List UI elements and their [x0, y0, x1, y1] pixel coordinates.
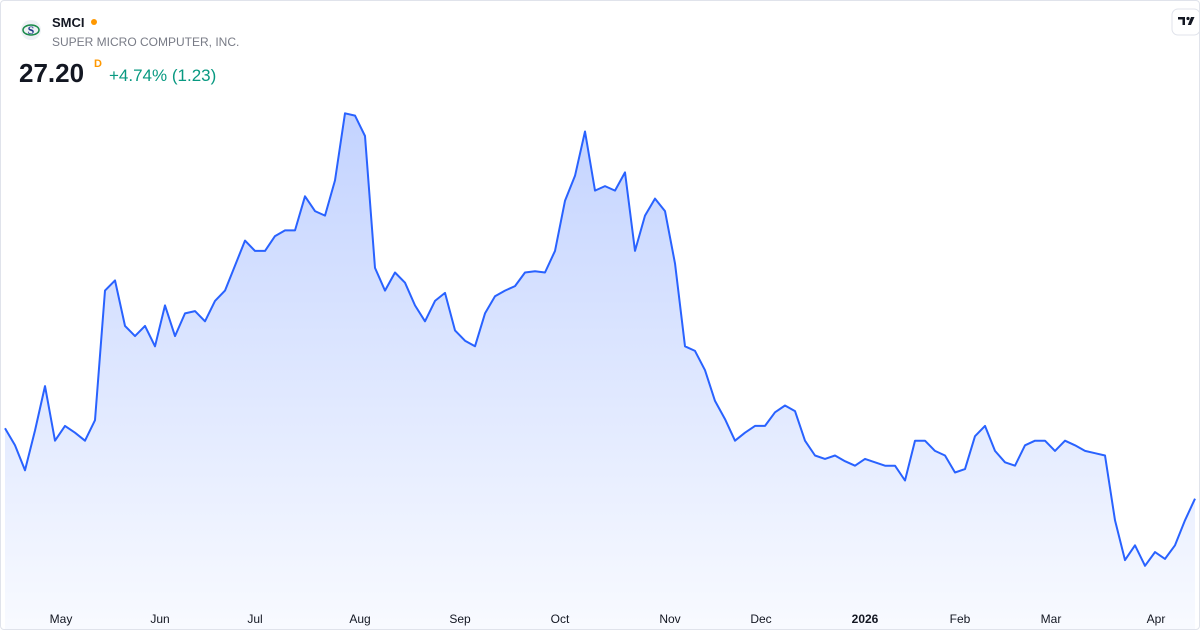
- x-tick-label: Aug: [349, 612, 370, 626]
- x-tick-label: Sep: [449, 612, 471, 626]
- x-tick-label: May: [50, 612, 73, 626]
- x-tick-label: 2026: [852, 612, 879, 626]
- x-tick-label: Mar: [1041, 612, 1062, 626]
- plot: [4, 112, 1196, 629]
- interval: D: [94, 58, 102, 70]
- tradingview-button[interactable]: [1171, 8, 1200, 36]
- x-tick-label: Feb: [950, 612, 971, 626]
- x-tick-label: Nov: [659, 612, 680, 626]
- company-name: SUPER MICRO COMPUTER, INC.: [52, 35, 239, 49]
- logo: S: [21, 20, 41, 40]
- area-fill: [5, 113, 1195, 629]
- status-dot: [91, 19, 97, 25]
- price-change: +4.74% (1.23): [109, 66, 216, 85]
- x-tick-label: Apr: [1147, 612, 1166, 626]
- symbol: SMCI: [52, 15, 85, 30]
- x-tick-label: Jun: [150, 612, 169, 626]
- x-tick-label: Dec: [750, 612, 771, 626]
- price: 27.20: [19, 58, 84, 88]
- x-tick-label: Oct: [551, 612, 570, 626]
- x-tick-label: Jul: [247, 612, 262, 626]
- price-line: [4, 112, 1196, 567]
- svg-text:S: S: [28, 23, 35, 37]
